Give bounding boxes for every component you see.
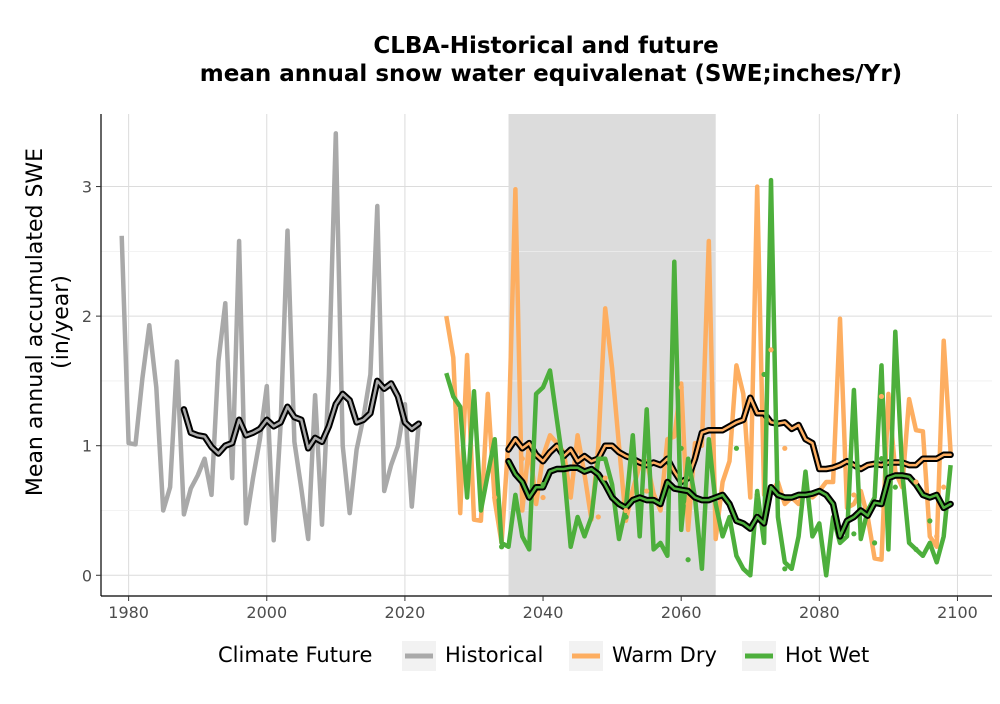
series-line [507, 459, 952, 538]
data-point-warm-dry [941, 484, 947, 490]
series-line [182, 379, 420, 455]
data-point-warm-dry [747, 456, 753, 462]
x-tick-label: 2080 [799, 603, 840, 622]
data-point-hot-wet [540, 481, 546, 488]
legend-label-hot-wet: Hot Wet [785, 643, 869, 667]
data-point-hot-wet [927, 518, 933, 524]
data-point-hot-wet [623, 514, 629, 520]
data-point-warm-dry [934, 533, 940, 539]
series-line [119, 131, 421, 543]
y-axis-title: Mean annual accumulated SWE (in/year) [23, 148, 74, 496]
data-point-warm-dry [492, 494, 498, 501]
data-point-hot-wet [499, 544, 505, 550]
data-point-hot-wet [871, 540, 878, 546]
data-point-hot-wet [678, 445, 684, 451]
data-point-hot-wet [892, 484, 898, 490]
series-historical-rolling-mean [180, 377, 422, 457]
x-tick-label: 2000 [246, 603, 287, 622]
y-tick-label: 1 [82, 437, 92, 456]
y-axis-title-line-1: Mean annual accumulated SWE [23, 148, 48, 496]
y-tick-label: 2 [82, 307, 92, 326]
data-point-warm-dry [595, 514, 601, 520]
legend-label-historical: Historical [445, 643, 543, 667]
data-point-hot-wet [733, 445, 740, 451]
chart-title-line-1: CLBA-Historical and future [373, 33, 718, 59]
y-axis-title-line-2: (in/year) [49, 275, 74, 369]
legend-label-warm-dry: Warm Dry [612, 643, 717, 667]
chart-title: CLBA-Historical and future mean annual s… [200, 33, 902, 87]
data-point-warm-dry [768, 347, 774, 353]
data-point-warm-dry [644, 488, 650, 494]
y-tick-label: 0 [82, 566, 92, 585]
data-point-hot-wet [685, 557, 691, 563]
x-tick-label: 2040 [523, 603, 564, 622]
data-point-hot-wet [761, 371, 767, 378]
data-point-warm-dry [878, 393, 885, 400]
data-point-hot-wet [754, 492, 760, 498]
data-point-hot-wet [782, 566, 788, 572]
data-point-warm-dry [913, 479, 919, 485]
data-point-warm-dry [678, 384, 684, 390]
points-layer [457, 347, 947, 572]
data-point-warm-dry [782, 445, 788, 451]
series-hot-wet-rolling-mean [505, 457, 954, 540]
x-tick-label: 1980 [108, 603, 149, 622]
data-point-hot-wet [851, 531, 857, 537]
data-point-warm-dry [540, 494, 546, 501]
data-point-warm-dry [519, 456, 525, 462]
legend: Climate Future Historical Warm Dry Hot Wet [218, 641, 869, 671]
grid-layer [101, 114, 992, 596]
axes-layer: 1980 2000 2020 2040 2060 2080 2100 0 1 2 3 [82, 114, 992, 622]
series-historical [119, 131, 421, 543]
data-point-hot-wet [878, 456, 885, 462]
data-point-warm-dry [851, 492, 857, 498]
data-point-hot-wet [568, 538, 574, 545]
x-tick-label: 2100 [937, 603, 978, 622]
legend-title: Climate Future [218, 643, 372, 667]
x-tick-label: 2020 [385, 603, 426, 622]
chart-title-line-2: mean annual snow water equivalenat (SWE;… [200, 61, 902, 87]
data-point-warm-dry [457, 492, 463, 498]
data-point-hot-wet [913, 546, 919, 552]
y-tick-label: 3 [82, 178, 92, 197]
series-layer [119, 131, 954, 578]
data-point-warm-dry [602, 475, 608, 481]
x-tick-label: 2060 [661, 603, 702, 622]
data-point-warm-dry [623, 507, 629, 514]
data-point-warm-dry [685, 501, 691, 507]
